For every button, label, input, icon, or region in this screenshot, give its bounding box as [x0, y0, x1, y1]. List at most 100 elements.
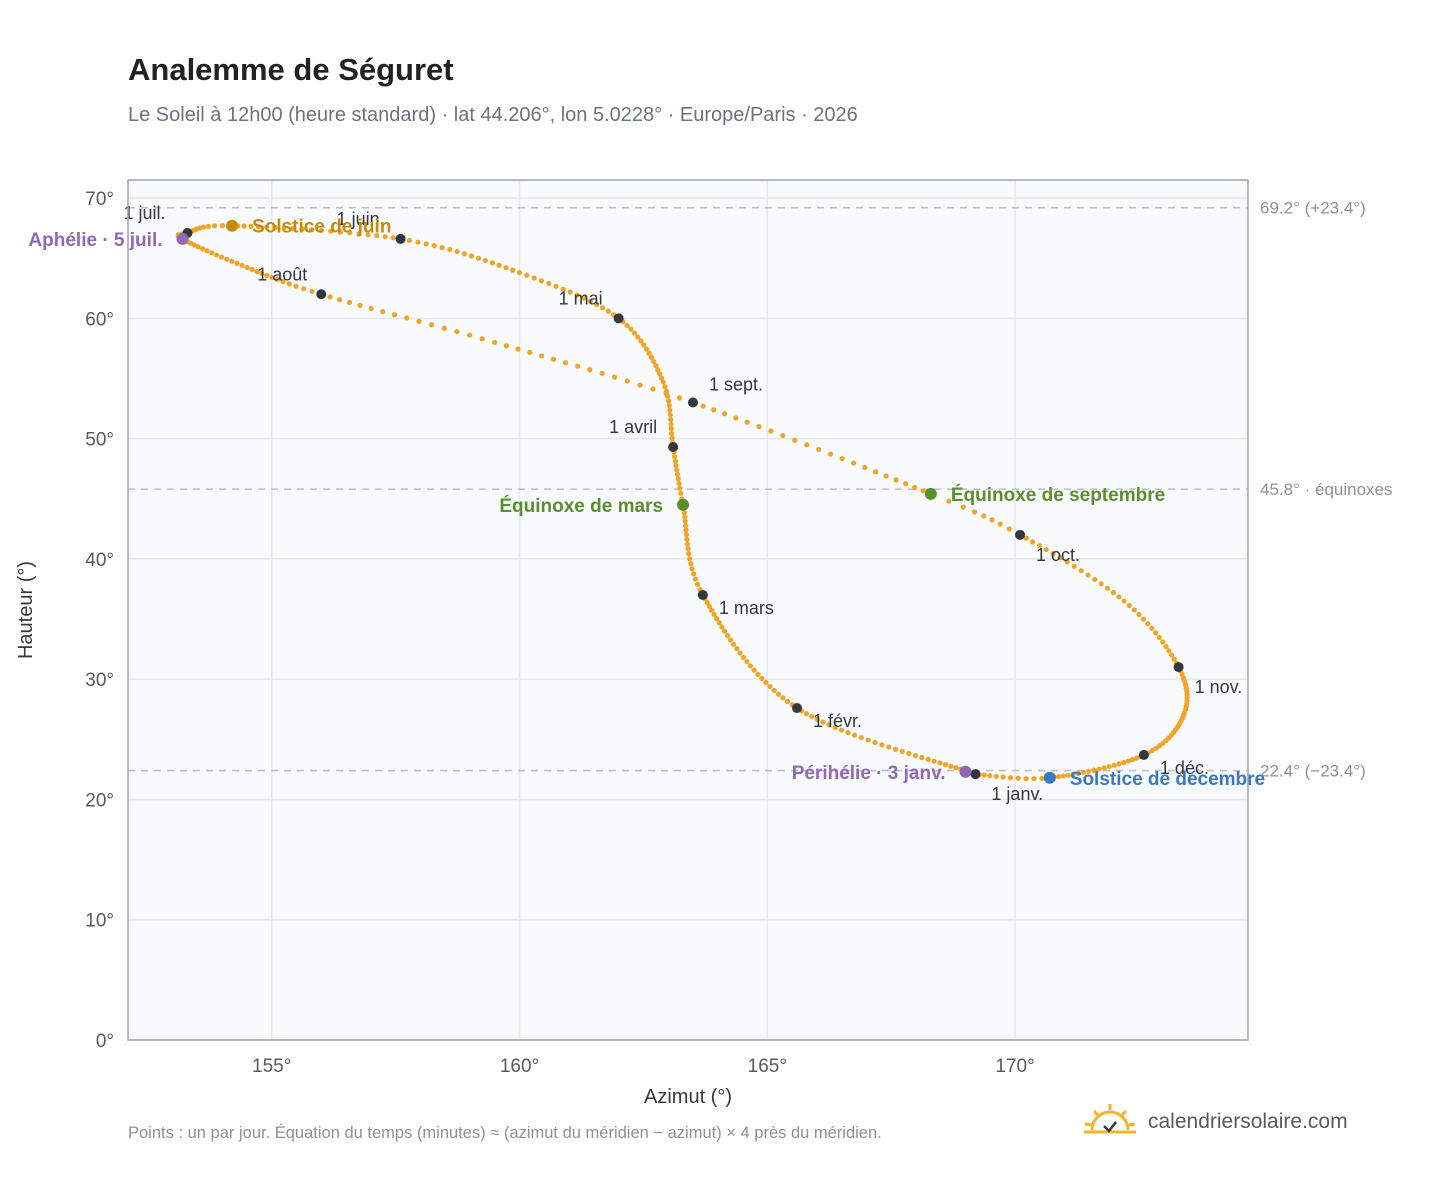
day-point: [479, 336, 485, 342]
day-point: [1163, 643, 1169, 650]
day-point: [244, 264, 250, 271]
day-point: [673, 462, 679, 469]
day-point: [706, 603, 712, 609]
day-point: [1126, 602, 1132, 609]
day-point: [667, 412, 673, 418]
day-point: [219, 254, 225, 260]
day-point: [461, 251, 467, 257]
day-point: [1149, 625, 1155, 631]
day-point: [981, 513, 987, 519]
sun-logo-icon: [1084, 1104, 1136, 1134]
day-point: [688, 561, 694, 567]
day-point: [211, 223, 218, 229]
day-point: [1057, 555, 1063, 561]
event-marker: [959, 765, 972, 778]
day-point: [637, 382, 643, 388]
month-marker: [1173, 662, 1184, 673]
day-point: [674, 467, 680, 473]
day-point: [1091, 767, 1097, 773]
day-point: [775, 691, 782, 697]
brand[interactable]: calendriersolaire.com: [1082, 1100, 1348, 1144]
day-point: [727, 637, 734, 643]
day-point: [1121, 598, 1127, 604]
day-point: [756, 423, 762, 430]
day-point: [454, 249, 460, 255]
day-point: [780, 432, 786, 439]
day-point: [931, 758, 937, 764]
reference-line-label: 69.2° (+23.4°): [1260, 199, 1366, 218]
day-point: [899, 748, 905, 755]
y-tick-label: 10°: [85, 911, 114, 932]
event-marker: [677, 498, 690, 511]
day-point: [942, 762, 949, 768]
day-point: [1171, 656, 1177, 662]
day-point: [912, 752, 919, 759]
day-point: [643, 346, 650, 352]
day-point: [804, 442, 810, 448]
day-point: [650, 386, 656, 392]
day-point: [912, 484, 918, 491]
day-point: [309, 288, 315, 295]
day-point: [365, 232, 371, 238]
day-point: [684, 541, 690, 547]
day-point: [441, 325, 447, 331]
x-tick-label: 160°: [500, 1056, 539, 1077]
day-point: [1106, 763, 1112, 770]
event-marker: [924, 487, 937, 500]
day-point: [293, 283, 299, 289]
day-point: [638, 338, 644, 344]
chart-subtitle: Le Soleil à 12h00 (heure standard) · lat…: [128, 104, 858, 126]
day-point: [224, 256, 230, 262]
day-point: [1078, 568, 1084, 574]
day-point: [1000, 774, 1006, 780]
event-marker: [226, 219, 239, 232]
day-point: [256, 224, 262, 230]
day-point: [1060, 773, 1066, 779]
day-point: [662, 384, 668, 390]
y-tick-label: 20°: [85, 790, 114, 811]
day-point: [1110, 589, 1116, 596]
day-point: [677, 485, 683, 491]
day-point: [1050, 551, 1056, 557]
day-point: [920, 488, 926, 494]
day-point: [744, 659, 750, 665]
day-point: [1125, 758, 1131, 764]
day-point: [851, 460, 857, 466]
day-point: [730, 641, 737, 647]
day-point: [858, 735, 864, 741]
month-label: 1 janv.: [991, 784, 1043, 804]
day-point: [997, 521, 1003, 527]
day-point: [229, 258, 235, 264]
day-point: [733, 415, 739, 421]
day-point: [531, 275, 537, 281]
day-point: [658, 375, 665, 381]
day-point: [666, 402, 672, 409]
month-markers: 1 janv. 1 févr. 1 mars 1 avril 1 mai 1 juin 1 …: [123, 203, 1242, 804]
day-point: [628, 326, 634, 332]
day-point: [205, 223, 211, 230]
month-marker: [316, 289, 327, 300]
day-point: [865, 737, 871, 743]
day-point: [560, 286, 566, 292]
day-point: [655, 367, 661, 373]
day-point: [503, 265, 509, 271]
day-point: [682, 514, 688, 520]
day-point: [550, 356, 557, 362]
y-tick-label: 70°: [85, 189, 114, 210]
x-tick-label: 155°: [252, 1056, 291, 1077]
day-point: [660, 379, 666, 385]
day-point: [527, 349, 533, 356]
day-point: [1036, 543, 1042, 549]
day-point: [971, 509, 978, 515]
day-point: [199, 246, 206, 252]
day-point: [719, 624, 725, 630]
day-point: [428, 322, 435, 328]
day-point: [906, 750, 912, 757]
event-label: Équinoxe de mars: [499, 495, 663, 517]
day-point: [423, 241, 429, 247]
day-point: [1149, 747, 1155, 754]
month-label: 1 mars: [719, 598, 774, 618]
day-point: [272, 224, 278, 231]
day-point: [694, 581, 701, 587]
